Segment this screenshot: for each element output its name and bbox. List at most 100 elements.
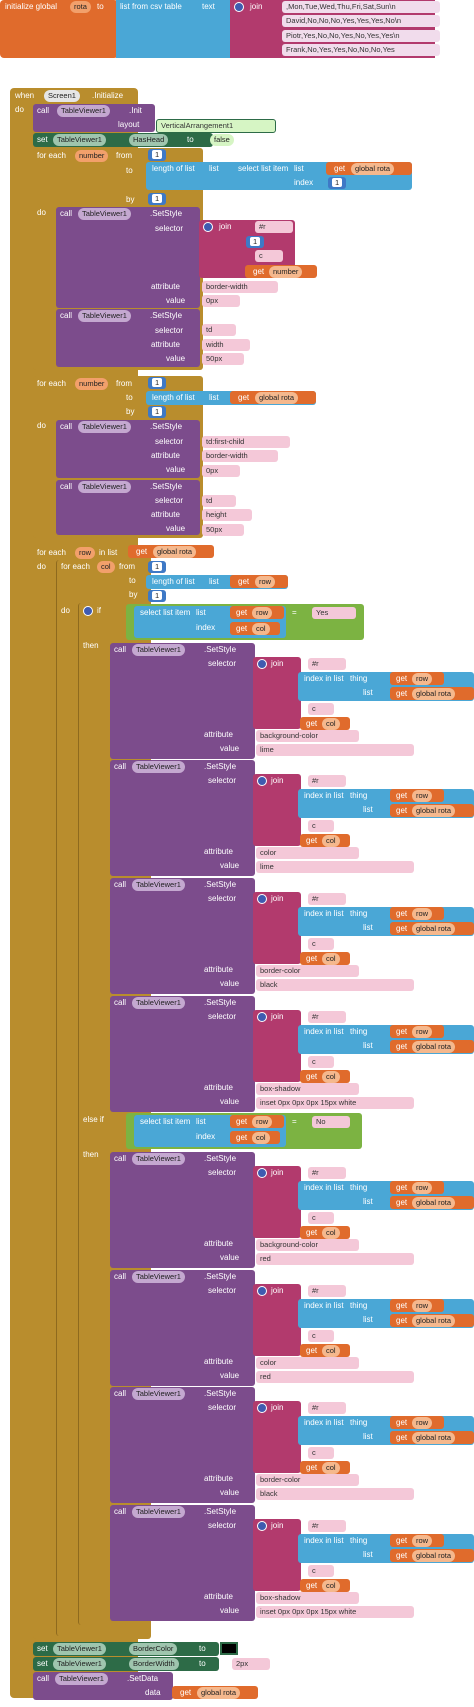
value-value[interactable]: black bbox=[256, 979, 414, 991]
join-block[interactable]: join bbox=[253, 892, 301, 964]
get-row[interactable]: get row bbox=[230, 1115, 284, 1128]
get-global-rota[interactable]: get global rota bbox=[230, 391, 316, 404]
var-dropdown[interactable]: col bbox=[322, 1071, 340, 1083]
join-block[interactable]: join bbox=[253, 774, 301, 846]
value-value[interactable]: 0px bbox=[202, 465, 240, 477]
var-dropdown[interactable]: global rota bbox=[412, 1550, 456, 1562]
get-col[interactable]: get col bbox=[300, 952, 350, 965]
c-text[interactable]: c bbox=[308, 1565, 334, 1577]
setstyle-cell-block[interactable]: call TableViewer1 .SetStyle selector att… bbox=[110, 1387, 255, 1503]
var-dropdown[interactable]: col bbox=[322, 953, 340, 965]
join-block[interactable]: join bbox=[253, 1284, 301, 1356]
layout-value[interactable]: VerticalArrangement1 bbox=[156, 119, 276, 133]
init-join-block[interactable]: join ,Mon,Tue,Wed,Thu,Fri,Sat,Sun\n Davi… bbox=[230, 0, 440, 58]
get-row[interactable]: get row bbox=[390, 1416, 444, 1429]
csv-row-2[interactable]: Piotr,Yes,No,No,Yes,No,Yes,Yes\n bbox=[282, 30, 440, 42]
hashead-value[interactable]: false bbox=[210, 134, 234, 146]
by-value[interactable]: 1 bbox=[148, 406, 167, 418]
setstyle-cell-block[interactable]: call TableViewer1 .SetStyle selector att… bbox=[110, 1270, 255, 1386]
hash-r-text[interactable]: #r bbox=[308, 1402, 346, 1414]
var-dropdown[interactable]: global rota bbox=[412, 1197, 456, 1209]
var-dropdown[interactable]: row bbox=[412, 1300, 433, 1312]
value-value[interactable]: 50px bbox=[202, 353, 244, 365]
hash-r-text[interactable]: #r bbox=[255, 221, 293, 233]
get-col[interactable]: get col bbox=[300, 1579, 350, 1592]
value-value[interactable]: inset 0px 0px 0px 15px white bbox=[256, 1606, 414, 1618]
comp-dropdown[interactable]: TableViewer1 bbox=[132, 1153, 185, 1165]
color-swatch-black[interactable] bbox=[220, 1642, 238, 1655]
join-gear-icon[interactable] bbox=[257, 1286, 267, 1296]
hash-r-text[interactable]: #r bbox=[308, 658, 346, 670]
value-value[interactable]: red bbox=[256, 1253, 414, 1265]
from-value[interactable]: 1 bbox=[148, 377, 167, 389]
value-value[interactable]: red bbox=[256, 1371, 414, 1383]
get-col[interactable]: get col bbox=[230, 1131, 280, 1144]
value-value[interactable]: lime bbox=[256, 861, 414, 873]
loop-var[interactable]: number bbox=[75, 378, 109, 390]
var-dropdown[interactable]: col bbox=[252, 1132, 270, 1144]
join-block[interactable]: join bbox=[253, 1166, 301, 1238]
var-dropdown[interactable]: col bbox=[322, 718, 340, 730]
index-value[interactable]: 1 bbox=[328, 177, 347, 189]
hash-r-text[interactable]: #r bbox=[308, 1167, 346, 1179]
selector-value[interactable]: td:first-child bbox=[202, 436, 290, 448]
csv-row-0[interactable]: ,Mon,Tue,Wed,Thu,Fri,Sat,Sun\n bbox=[282, 1, 440, 13]
comp-dropdown[interactable]: TableViewer1 bbox=[132, 1271, 185, 1283]
var-dropdown[interactable]: row bbox=[412, 908, 433, 920]
no-text[interactable]: No bbox=[312, 1116, 350, 1128]
join-block[interactable]: join bbox=[253, 1519, 301, 1591]
var-dropdown[interactable]: global rota bbox=[412, 1041, 456, 1053]
prop-dropdown[interactable]: BorderColor bbox=[129, 1643, 178, 1655]
get-row[interactable]: get row bbox=[230, 575, 288, 588]
attr-value[interactable]: border-width bbox=[202, 281, 278, 293]
join-number-1[interactable]: 1 bbox=[246, 236, 265, 248]
setstyle-cell-block[interactable]: call TableViewer1 .SetStyle selector att… bbox=[110, 643, 255, 759]
value-value[interactable]: 50px bbox=[202, 524, 244, 536]
attr-value[interactable]: box-shadow bbox=[256, 1083, 359, 1095]
get-row[interactable]: get row bbox=[230, 606, 284, 619]
component-dropdown[interactable]: TableViewer1 bbox=[57, 105, 110, 117]
var-dropdown[interactable]: col bbox=[322, 1580, 340, 1592]
attr-value[interactable]: color bbox=[256, 847, 359, 859]
comp-dropdown[interactable]: TableViewer1 bbox=[53, 1658, 106, 1670]
c-text[interactable]: c bbox=[308, 1330, 334, 1342]
prop-dropdown[interactable]: BorderWidth bbox=[129, 1658, 179, 1670]
from-value[interactable]: 1 bbox=[148, 149, 167, 161]
c-text[interactable]: c bbox=[308, 703, 334, 715]
var-dropdown[interactable]: global rota bbox=[351, 163, 395, 175]
comp-dropdown[interactable]: TableViewer1 bbox=[78, 208, 131, 220]
get-row[interactable]: get row bbox=[390, 672, 444, 685]
get-col[interactable]: get col bbox=[300, 1461, 350, 1474]
get-global-rota[interactable]: get global rota bbox=[390, 1196, 474, 1209]
get-number[interactable]: get number bbox=[245, 265, 317, 278]
hash-r-text[interactable]: #r bbox=[308, 1011, 346, 1023]
var-dropdown[interactable]: row bbox=[252, 607, 273, 619]
get-col[interactable]: get col bbox=[300, 1070, 350, 1083]
set-bordercolor-block[interactable]: set TableViewer1 BorderColor to bbox=[33, 1642, 219, 1656]
get-col[interactable]: get col bbox=[300, 717, 350, 730]
comp-dropdown[interactable]: TableViewer1 bbox=[132, 644, 185, 656]
comp-dropdown[interactable]: TableViewer1 bbox=[53, 1643, 106, 1655]
get-global-rota[interactable]: get global rota bbox=[172, 1686, 258, 1699]
setstyle-cell-block[interactable]: call TableViewer1 .SetStyle selector att… bbox=[110, 1505, 255, 1621]
set-hashead-block[interactable]: set TableViewer1 HasHead to bbox=[33, 133, 213, 147]
setstyle-cell-block[interactable]: call TableViewer1 .SetStyle selector att… bbox=[110, 1152, 255, 1268]
set-prop-dropdown[interactable]: HasHead bbox=[129, 134, 169, 146]
yes-text[interactable]: Yes bbox=[312, 607, 356, 619]
get-global-rota[interactable]: get global rota bbox=[128, 545, 214, 558]
attr-value[interactable]: width bbox=[202, 339, 250, 351]
selector-value[interactable]: td bbox=[202, 324, 236, 336]
var-dropdown[interactable]: row bbox=[412, 673, 433, 685]
loop-var[interactable]: row bbox=[75, 547, 96, 559]
get-global-rota[interactable]: get global rota bbox=[390, 1314, 474, 1327]
var-dropdown[interactable]: col bbox=[252, 623, 270, 635]
attr-value[interactable]: border-color bbox=[256, 1474, 359, 1486]
join-block[interactable]: join bbox=[253, 1010, 301, 1082]
comp-dropdown[interactable]: TableViewer1 bbox=[132, 879, 185, 891]
attr-value[interactable]: height bbox=[202, 509, 252, 521]
get-global-rota[interactable]: get global rota bbox=[390, 687, 474, 700]
join-gear-icon[interactable] bbox=[257, 1168, 267, 1178]
get-col[interactable]: get col bbox=[300, 834, 350, 847]
attr-value[interactable]: border-color bbox=[256, 965, 359, 977]
get-global-rota[interactable]: get global rota bbox=[390, 1040, 474, 1053]
